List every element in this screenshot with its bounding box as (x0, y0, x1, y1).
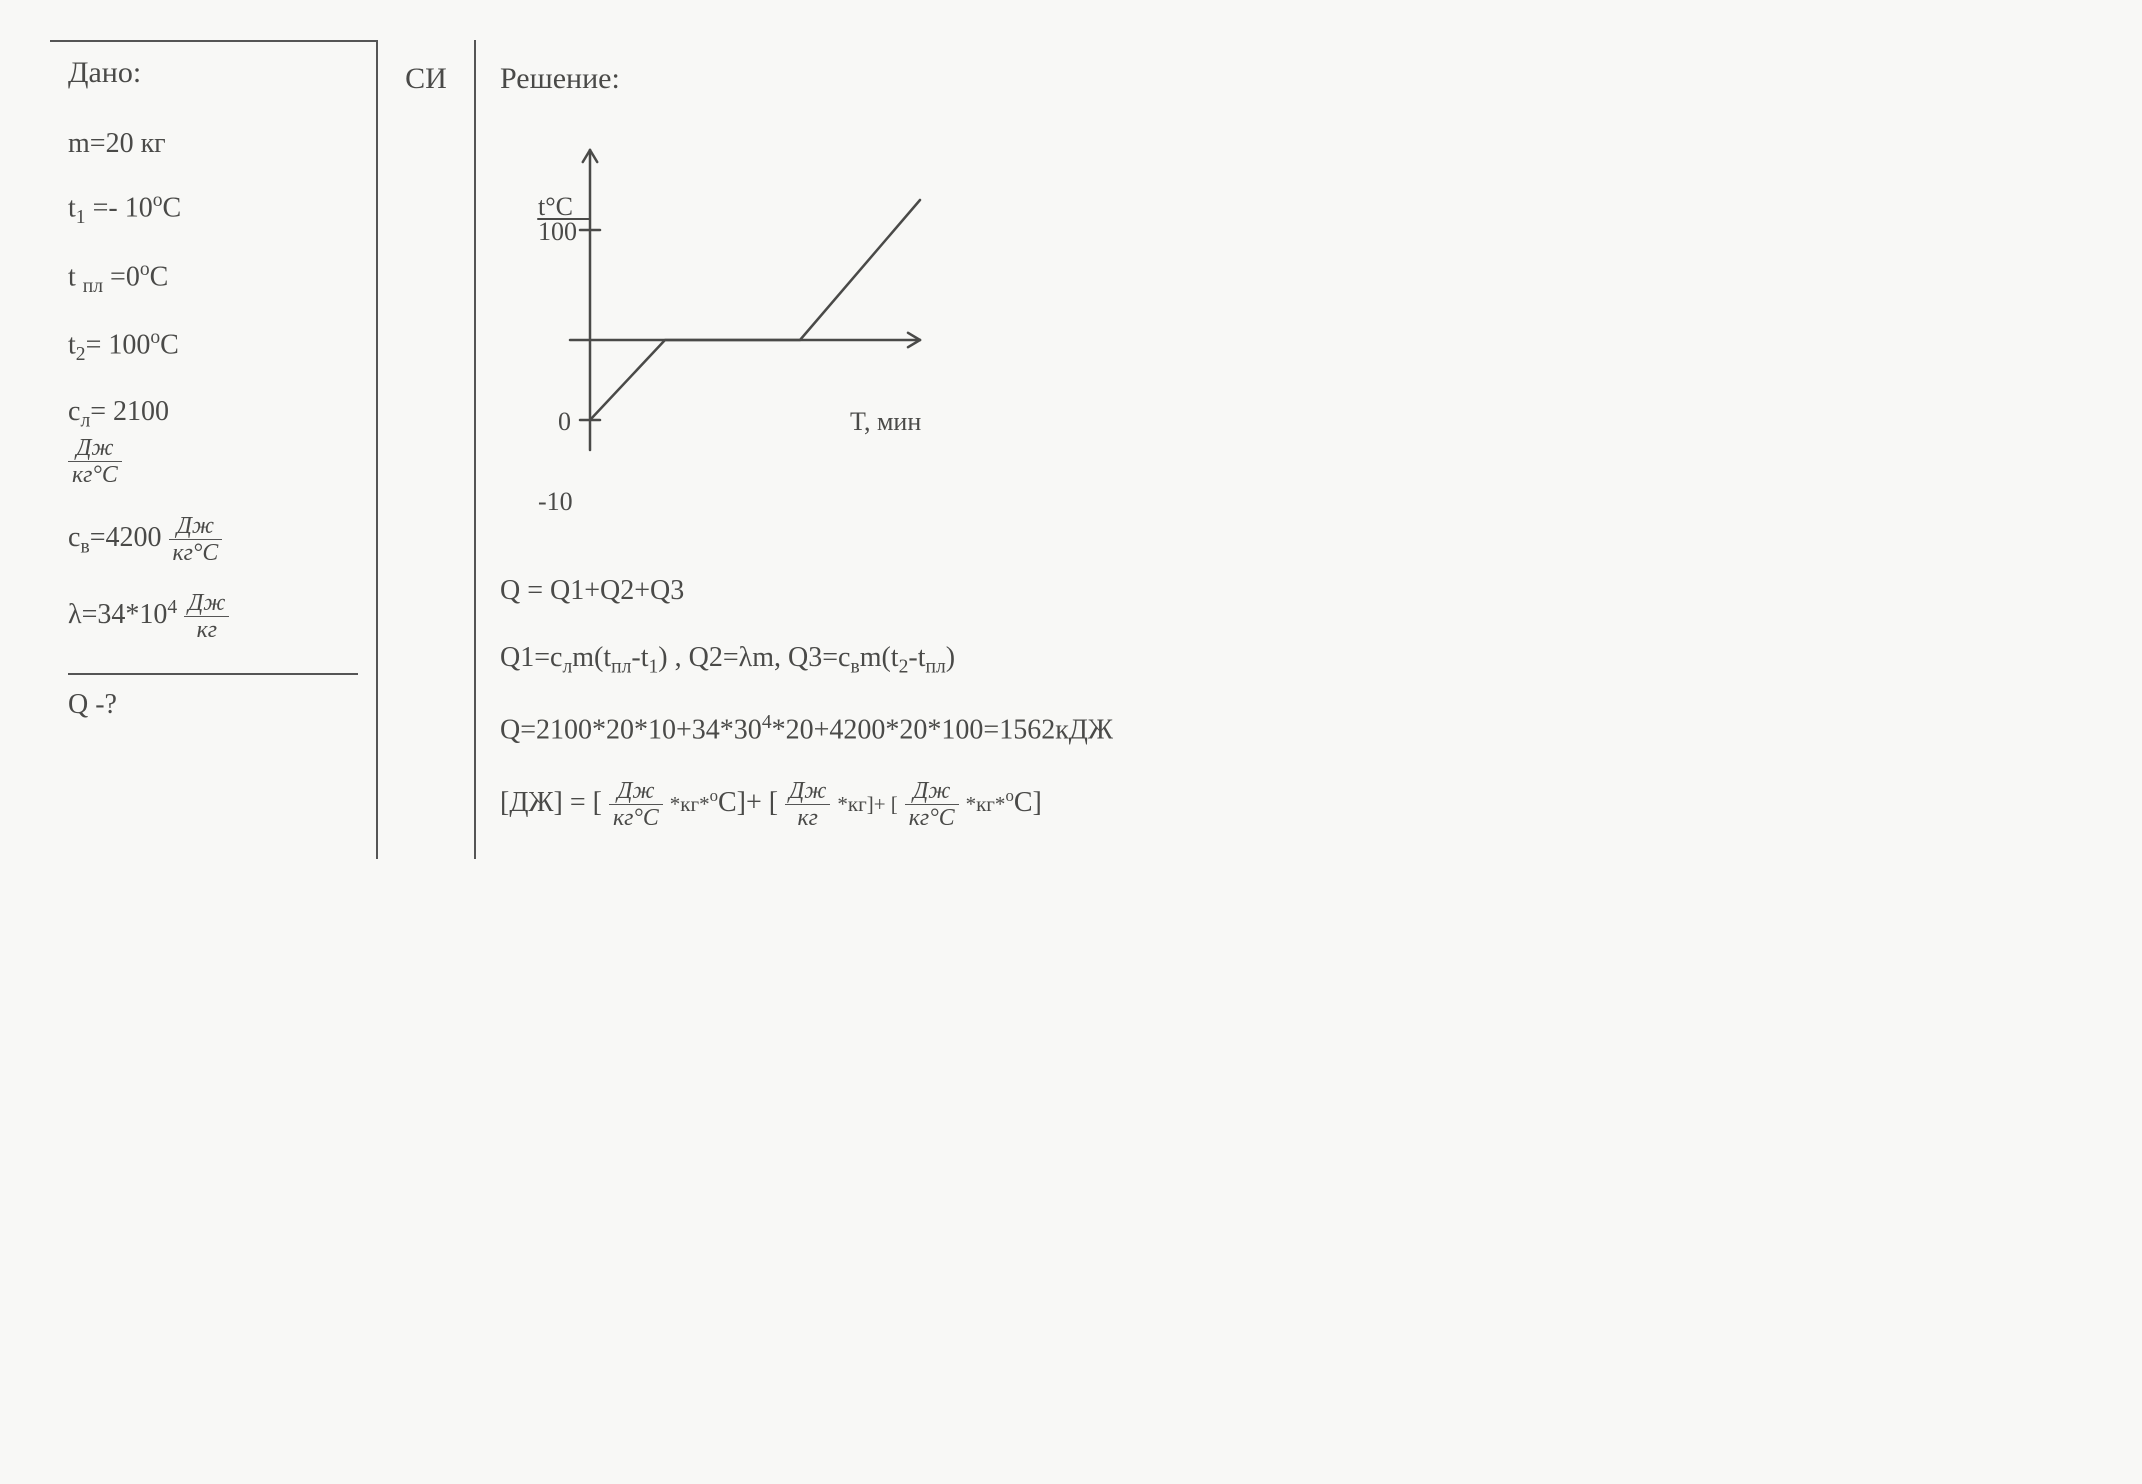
dim-f1-den: кг°С (609, 805, 663, 831)
dim-f1: Дж кг°С (609, 778, 663, 831)
solution-column: Решение: t°C1000-10T, мин Q = Q1+Q2+Q3 Q… (476, 40, 2092, 859)
t2-unit: C (160, 329, 179, 360)
cv-frac-den: кг°С (169, 540, 223, 566)
tpl-sub: пл (83, 275, 103, 296)
cv-sub: в (80, 536, 89, 557)
dim-f3-den: кг°С (905, 805, 959, 831)
dim-f3: Дж кг°С (905, 778, 959, 831)
cl-row: cл= 2100 Дж кг°С (68, 392, 358, 488)
eq-q3-sub2: 2 (899, 657, 909, 678)
dim-f1-num: Дж (609, 778, 663, 805)
cv-row: cв=4200 Дж кг°С (68, 513, 358, 566)
cl-sub: л (80, 411, 90, 432)
si-column: СИ (378, 40, 476, 859)
dim-b-sup: o (710, 786, 718, 805)
svg-text:100: 100 (538, 217, 577, 246)
t2-sub: 2 (76, 344, 86, 365)
svg-text:-10: -10 (538, 487, 573, 516)
dim-a: [ДЖ] = [ (500, 787, 602, 818)
svg-text:0: 0 (558, 407, 571, 436)
svg-text:T, мин: T, мин (850, 407, 921, 436)
t2-sup: o (150, 327, 160, 348)
t1-unit: C (163, 193, 182, 224)
lambda-row: λ=34*104 Дж кг (68, 590, 358, 643)
t1-pre: t (68, 193, 76, 224)
solution-heading: Решение: (500, 58, 2074, 100)
lam-fraction: Дж кг (184, 590, 229, 643)
dim-f2-den: кг (785, 805, 830, 831)
dim-b: *кг* (670, 792, 710, 816)
eq-q3-d: ) (946, 642, 955, 673)
eq-q1-b: m(t (572, 642, 611, 673)
t2-val: = 100 (86, 329, 151, 360)
cl-val: = 2100 (90, 396, 169, 427)
eq-q3-sub3: пл (926, 657, 946, 678)
cv-pre: c (68, 522, 80, 553)
dim-d-sup: o (1005, 786, 1013, 805)
cl-pre: c (68, 396, 80, 427)
dim-c: *кг]+ [ (837, 792, 897, 816)
given-column: Дано: m=20 кг t1 =- 10oC t пл =0oC t2= 1… (50, 40, 378, 859)
eq-num-a: Q=2100*20*10+34*30 (500, 715, 762, 746)
lam-sp (177, 599, 184, 630)
heating-chart: t°C1000-10T, мин (500, 130, 2074, 541)
si-heading: СИ (396, 58, 456, 100)
dim-f2: Дж кг (785, 778, 830, 831)
eq-num-sup: 4 (762, 712, 772, 733)
cv-frac-num: Дж (169, 513, 223, 540)
tpl-unit: C (150, 261, 169, 292)
eq-q1-sub: л (562, 657, 572, 678)
eq-total: Q = Q1+Q2+Q3 (500, 571, 2074, 610)
dim-f3-num: Дж (905, 778, 959, 805)
eq-dimensions: [ДЖ] = [ Дж кг°С *кг*oC]+ [ Дж кг *кг]+ … (500, 778, 2074, 831)
eq-q1-c: -t (631, 642, 648, 673)
cv-fraction: Дж кг°С (169, 513, 223, 566)
eq-q1-a: Q1=c (500, 642, 562, 673)
lam-frac-num: Дж (184, 590, 229, 617)
t2-row: t2= 100oC (68, 324, 358, 368)
eq-q1-sub2: пл (611, 657, 631, 678)
eq-q3-c: -t (908, 642, 925, 673)
dim-d: *кг* (966, 792, 1006, 816)
tpl-row: t пл =0oC (68, 256, 358, 300)
eq-q3-b: m(t (860, 642, 899, 673)
physics-problem-page: Дано: m=20 кг t1 =- 10oC t пл =0oC t2= 1… (50, 40, 2092, 859)
given-heading: Дано: (68, 52, 358, 94)
lam-pre: λ=34*10 (68, 599, 167, 630)
tpl-val: =0 (103, 261, 140, 292)
lam-frac-den: кг (184, 617, 229, 643)
cl-fraction: Дж кг°С (68, 435, 122, 488)
t1-row: t1 =- 10oC (68, 187, 358, 231)
dim-b2: C]+ [ (718, 787, 778, 818)
t1-val: =- 10 (86, 193, 153, 224)
dim-f2-num: Дж (785, 778, 830, 805)
tpl-sup: o (140, 259, 150, 280)
cl-frac-num: Дж (68, 435, 122, 462)
eq-q1-d: ) , Q2=λm, Q3=c (658, 642, 850, 673)
mass-row: m=20 кг (68, 124, 358, 163)
lam-sup: 4 (167, 597, 177, 618)
eq-num-b: *20+4200*20*100=1562кДЖ (772, 715, 1113, 746)
eq-q3-sub: в (850, 657, 859, 678)
chart-svg: t°C1000-10T, мин (500, 130, 1020, 530)
t2-pre: t (68, 329, 76, 360)
dim-d2: C] (1014, 787, 1042, 818)
cv-val: =4200 (90, 522, 169, 553)
eq-numeric: Q=2100*20*10+34*304*20+4200*20*100=1562к… (500, 709, 2074, 750)
eq-components: Q1=cлm(tпл-t1) , Q2=λm, Q3=cвm(t2-tпл) (500, 638, 2074, 681)
tpl-pre: t (68, 261, 83, 292)
t1-sub: 1 (76, 207, 86, 228)
eq-q1-sub3: 1 (649, 657, 659, 678)
question-row: Q -? (68, 673, 358, 724)
cl-frac-den: кг°С (68, 462, 122, 488)
t1-sup: o (153, 190, 163, 211)
